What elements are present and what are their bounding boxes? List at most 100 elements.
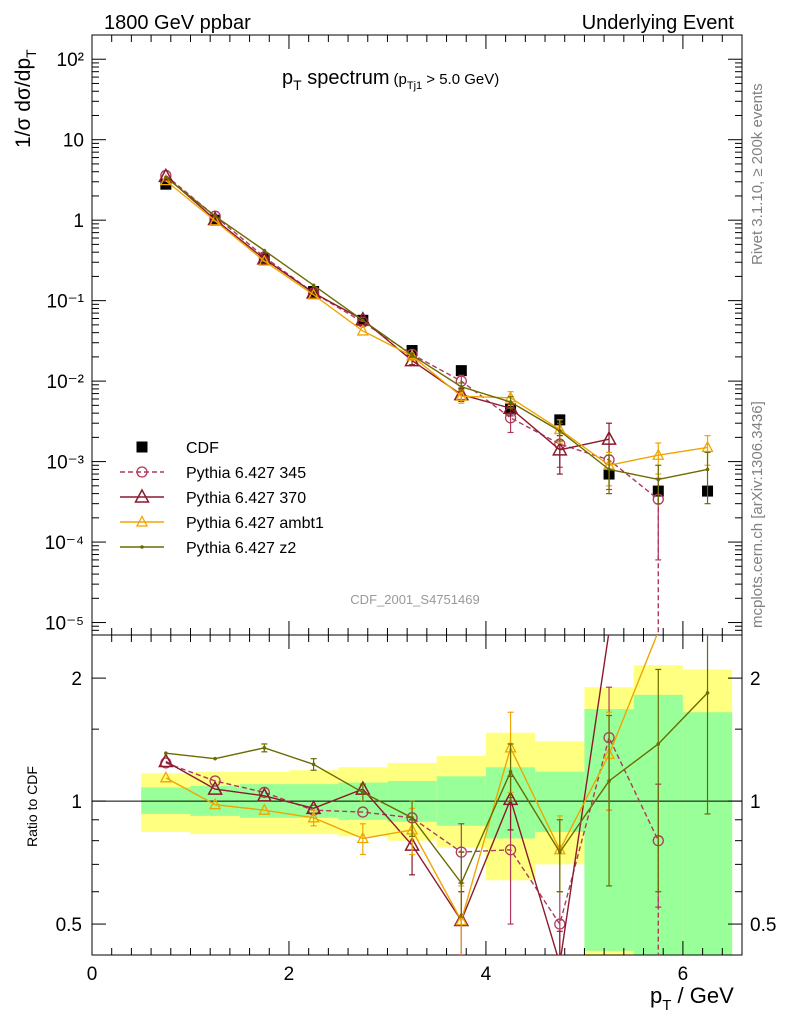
legend-entry-0: CDF — [136, 440, 219, 457]
main-point — [311, 283, 316, 288]
chart-title: pT spectrum (pTj1 > 5.0 GeV) — [282, 67, 499, 93]
main-series-3 — [159, 173, 714, 487]
ratio-series-3 — [164, 635, 711, 918]
main-point — [552, 441, 568, 456]
main-point — [258, 254, 271, 266]
main-point — [705, 467, 710, 472]
ratio-bands — [141, 665, 733, 955]
main-y-tick-label: 10⁻² — [47, 372, 85, 393]
main-point — [307, 287, 320, 300]
ratio-point — [209, 775, 221, 787]
ratio-point — [357, 806, 369, 818]
main-point — [558, 429, 562, 433]
rivet-version-label: Rivet 3.1.10, ≥ 200k events — [749, 83, 766, 265]
ratio-point — [158, 752, 174, 768]
main-series-1 — [160, 169, 664, 635]
main-point — [213, 214, 217, 219]
main-series-layer — [158, 167, 714, 635]
ratio-point — [558, 850, 562, 854]
ratio-y-axis-label: Ratio to CDF — [24, 766, 40, 847]
legend-label: Pythia 6.427 z2 — [186, 540, 296, 557]
legend-marker — [134, 488, 150, 503]
ratio-y-tick-label-right: 2 — [750, 669, 761, 690]
legend-marker — [136, 466, 148, 478]
x-tick-label: 0 — [87, 964, 98, 985]
x-tick-label: 2 — [284, 964, 295, 985]
ratio-point — [311, 762, 316, 767]
main-point — [459, 384, 464, 389]
ratio-point — [361, 790, 365, 795]
ratio-y-tick-label-right: 0.5 — [750, 915, 776, 936]
main-point — [361, 318, 365, 323]
main-point — [455, 389, 468, 401]
ratio-point — [356, 831, 369, 844]
legend-label: CDF — [186, 440, 219, 457]
ratio-panel-frame — [91, 634, 743, 956]
main-point — [410, 353, 414, 357]
main-point — [356, 324, 369, 336]
main-y-tick-label: 10 — [63, 131, 84, 152]
ratio-series-line-1 — [165, 635, 610, 955]
x-tick-label: 4 — [481, 964, 492, 985]
main-point — [607, 467, 611, 472]
ratio-point — [502, 790, 519, 806]
ratio-y-tick-label: 1 — [71, 792, 82, 813]
main-y-tick-label: 1 — [73, 211, 84, 232]
main-y-tick-label: 10⁻⁴ — [45, 533, 84, 554]
ratio-point — [504, 844, 517, 856]
main-series-line-2 — [165, 175, 610, 451]
legend-label: Pythia 6.427 345 — [186, 465, 306, 482]
main-point — [652, 448, 665, 460]
header-left: 1800 GeV ppbar — [104, 12, 251, 34]
legend-label: Pythia 6.427 370 — [186, 490, 306, 507]
ratio-point — [508, 769, 513, 774]
ratio-point — [213, 756, 217, 761]
main-point — [405, 349, 419, 361]
ratio-point — [705, 691, 710, 695]
ratio-point — [159, 770, 172, 783]
legend-entry-2: Pythia 6.427 370 — [120, 488, 306, 507]
legend-marker — [136, 441, 148, 453]
ratio-point — [459, 881, 464, 885]
main-series-0 — [160, 178, 714, 497]
ratio-point — [164, 751, 168, 755]
ratio-point — [607, 779, 611, 783]
main-y-tick-label: 10⁻¹ — [47, 292, 85, 313]
legend: CDF Pythia 6.427 345 Pythia 6.427 370 Pythi… — [120, 440, 324, 557]
main-point — [209, 213, 222, 226]
main-y-axis-label: 1/σ dσ/dpT — [12, 49, 39, 148]
main-series-4 — [164, 175, 711, 505]
ratio-point — [207, 780, 223, 795]
ratio-point — [410, 816, 414, 820]
ratio-point — [256, 787, 273, 802]
ratio-axis-ticks: 0.5 0.5 1 1 2 2 0 2 4 6 — [56, 635, 776, 985]
header-right: Underlying Event — [582, 12, 735, 34]
legend-entry-4: Pythia 6.427 z2 — [120, 540, 296, 557]
ratio-y-tick-label-right: 1 — [750, 792, 761, 813]
ratio-y-tick-label: 0.5 — [56, 915, 82, 936]
main-series-2 — [158, 167, 617, 475]
main-point — [601, 430, 617, 445]
main-point — [701, 440, 714, 453]
ratio-point — [455, 913, 468, 926]
ratio-series-line-3 — [165, 692, 709, 885]
main-point — [164, 175, 168, 180]
ratio-series-layer — [158, 635, 711, 955]
main-series-line-3 — [165, 180, 708, 467]
ratio-point — [258, 803, 271, 815]
plot-frames — [91, 34, 743, 956]
ratio-point — [209, 797, 222, 810]
main-series-line-4 — [165, 176, 708, 481]
legend-label: Pythia 6.427 ambt1 — [186, 515, 324, 532]
legend-marker — [135, 515, 149, 527]
main-point — [656, 477, 661, 482]
main-point — [262, 248, 267, 253]
ratio-series-line-0 — [165, 735, 659, 926]
main-y-tick-label: 10² — [57, 50, 84, 71]
main-axis-ticks: 10⁻⁵ 10⁻⁴ 10⁻³ 10⁻² 10⁻¹ 1 10 10² — [45, 34, 742, 636]
legend-entry-3: Pythia 6.427 ambt1 — [120, 515, 324, 532]
main-point — [455, 365, 467, 377]
main-y-tick-label: 10⁻³ — [47, 453, 85, 474]
